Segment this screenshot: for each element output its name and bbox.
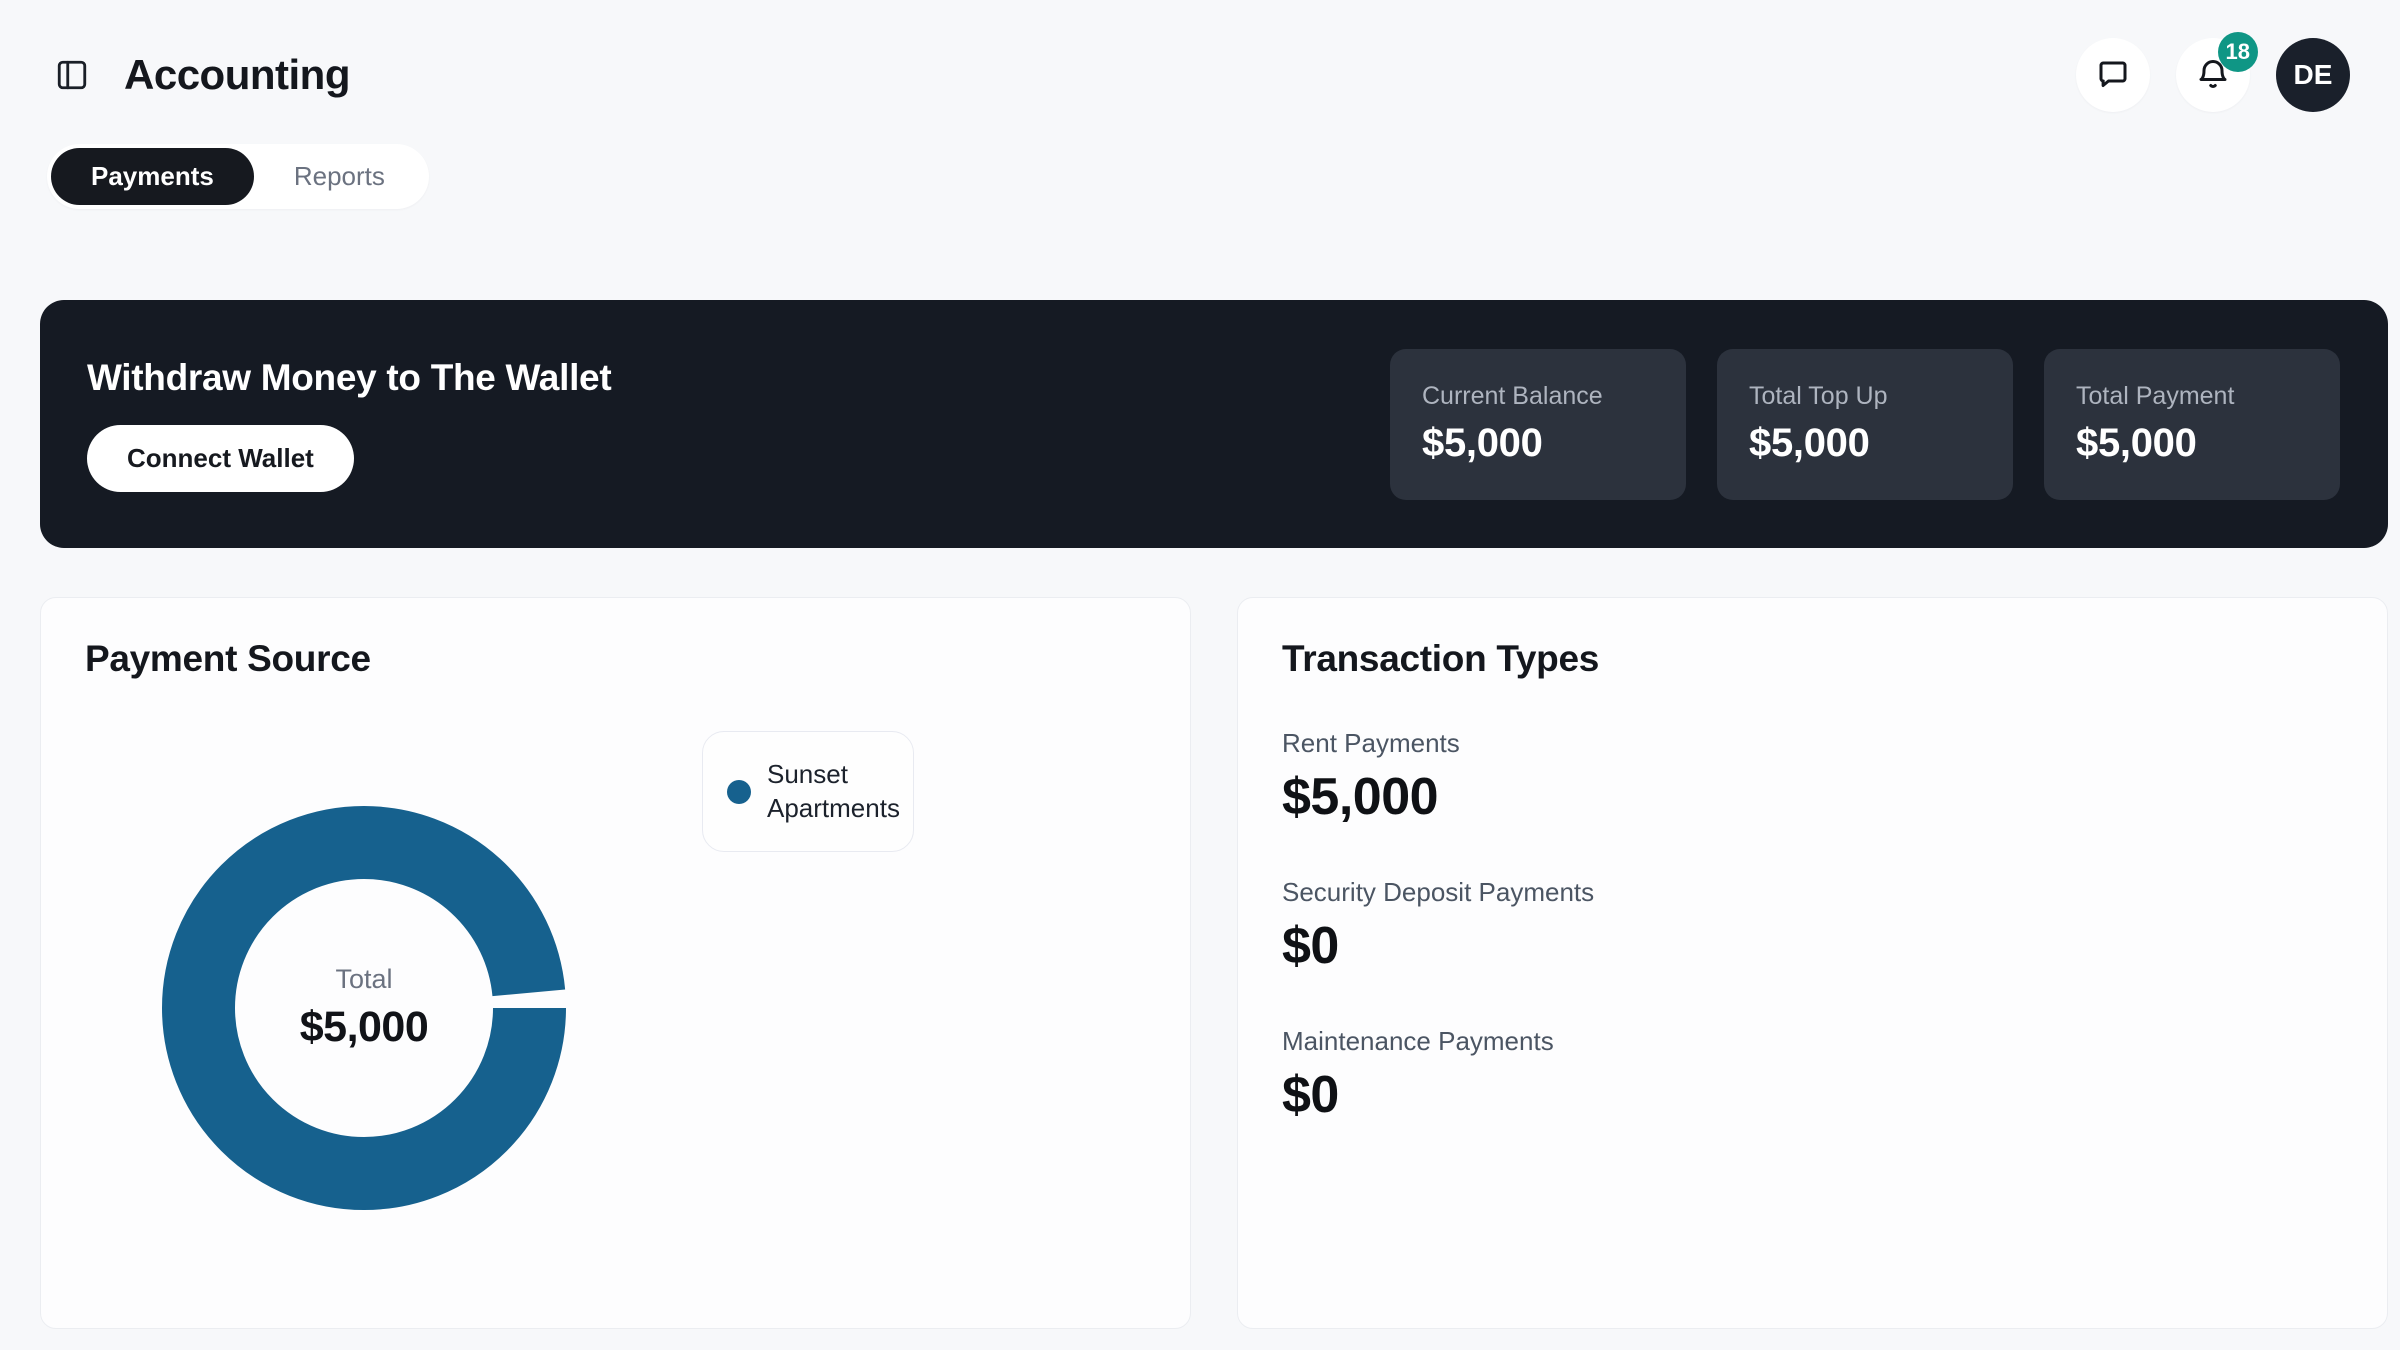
transaction-types-list: Rent Payments $5,000 Security Deposit Pa… xyxy=(1238,680,2387,1125)
stat-value: $5,000 xyxy=(1422,421,1543,465)
stat-label: Total Payment xyxy=(2076,382,2235,410)
transaction-type-value: $0 xyxy=(1282,917,1339,975)
transaction-types-title: Transaction Types xyxy=(1282,638,1600,679)
wallet-banner: Withdraw Money to The Wallet Connect Wal… xyxy=(40,300,2388,548)
transaction-type-label: Rent Payments xyxy=(1282,728,1460,758)
transaction-type-value: $5,000 xyxy=(1282,768,1439,826)
notification-badge: 18 xyxy=(2217,32,2258,72)
chat-button[interactable] xyxy=(2076,38,2150,112)
tab-bar: Payments Reports xyxy=(47,144,429,209)
banner-title: Withdraw Money to The Wallet xyxy=(87,356,612,398)
stat-label: Total Top Up xyxy=(1749,382,1888,410)
transaction-type-label: Maintenance Payments xyxy=(1282,1026,1554,1056)
payment-source-donut-chart: Total $5,000 xyxy=(162,806,566,1210)
donut-chart-svg xyxy=(162,806,566,1210)
stat-card-total-payment: Total Payment $5,000 xyxy=(2044,348,2340,500)
page-title: Accounting xyxy=(124,51,350,98)
chart-legend: Sunset Apartments xyxy=(702,731,914,852)
header-actions: 18 DE xyxy=(2076,32,2350,112)
avatar[interactable]: DE xyxy=(2276,38,2350,112)
connect-wallet-button[interactable]: Connect Wallet xyxy=(87,424,354,492)
chat-icon xyxy=(2095,57,2131,93)
banner-stats: Current Balance $5,000 Total Top Up $5,0… xyxy=(1390,348,2340,500)
bell-icon xyxy=(2195,57,2231,93)
stat-label: Current Balance xyxy=(1422,382,1603,410)
transaction-type-value: $0 xyxy=(1282,1066,1339,1124)
tab-reports[interactable]: Reports xyxy=(254,148,425,205)
transaction-type-label: Security Deposit Payments xyxy=(1282,877,1595,907)
stat-value: $5,000 xyxy=(1749,421,1870,465)
wallet-banner-left: Withdraw Money to The Wallet Connect Wal… xyxy=(87,356,612,492)
panel-left-icon xyxy=(55,58,89,92)
notifications-button[interactable]: 18 xyxy=(2176,32,2258,112)
list-item: Maintenance Payments $0 xyxy=(1282,1026,2387,1125)
payment-source-card: Payment Source Total $5,000 Sunset Apart… xyxy=(40,597,1191,1329)
legend-dot xyxy=(727,779,751,804)
list-item: Rent Payments $5,000 xyxy=(1282,728,2387,827)
sidebar-toggle-button[interactable] xyxy=(50,53,94,97)
stat-card-current-balance: Current Balance $5,000 xyxy=(1390,348,1686,500)
header: Accounting 18 DE xyxy=(0,0,2400,112)
stat-card-total-top-up: Total Top Up $5,000 xyxy=(1717,348,2013,500)
tab-payments[interactable]: Payments xyxy=(51,148,254,205)
payment-source-title: Payment Source xyxy=(85,638,371,679)
list-item: Security Deposit Payments $0 xyxy=(1282,877,2387,976)
stat-value: $5,000 xyxy=(2076,421,2197,465)
legend-label: Sunset Apartments xyxy=(767,758,900,823)
transaction-types-card: Transaction Types Rent Payments $5,000 S… xyxy=(1237,597,2388,1329)
